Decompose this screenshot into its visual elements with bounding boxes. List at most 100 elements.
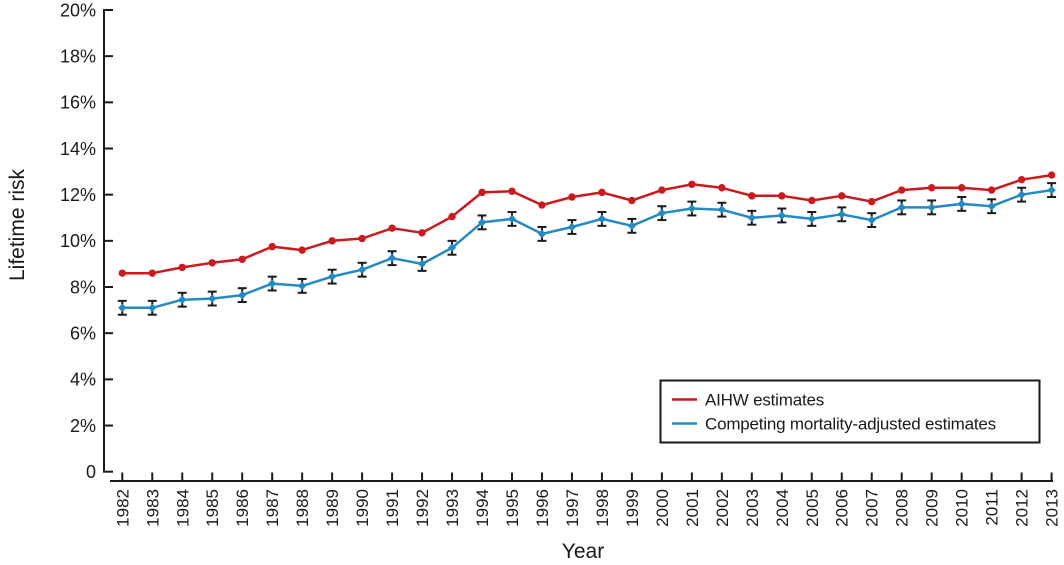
data-point [598,188,606,197]
x-tick-label: 2001 [683,489,702,527]
x-tick-label: 2003 [743,489,762,527]
data-point [418,229,426,237]
x-tick-label: 1986 [233,489,252,527]
data-point [477,218,487,227]
data-point [898,186,906,194]
data-point [447,243,457,253]
data-point [238,290,247,300]
x-tick-label: 1993 [443,489,462,527]
legend-label: AIHW estimates [705,390,824,409]
data-point [508,187,516,195]
x-tick-label: 1998 [593,489,612,527]
x-tick-label: 1982 [113,489,132,527]
data-point [148,303,157,313]
y-tick-label: 14% [60,139,96,159]
series-aihw-estimates [118,171,1056,277]
x-tick-label: 1988 [293,489,312,527]
data-point [538,201,546,209]
data-point [597,214,607,224]
data-point [627,221,637,231]
x-tick-label: 2008 [893,489,912,527]
x-tick-label: 1984 [173,489,192,527]
data-point [778,192,786,200]
data-point [717,205,726,214]
x-tick-label: 2004 [773,489,792,527]
x-axis-title: Year [562,540,604,563]
y-tick-label: 12% [60,185,96,205]
data-point [1017,175,1026,184]
data-point [568,193,576,201]
x-tick-label: 1996 [533,489,552,527]
data-point [268,242,276,251]
data-point [478,188,486,197]
data-point [208,294,217,303]
x-tick-label: 2005 [803,489,822,527]
data-point [987,201,996,211]
x-tick-label: 1994 [473,489,492,527]
data-point [298,281,307,291]
x-tick-label: 2011 [983,489,1002,526]
data-point [747,213,756,223]
data-point [867,215,876,225]
y-axis-title: Lifetime risk [6,168,29,281]
x-tick-label: 2007 [863,489,882,527]
x-tick-label: 2010 [953,489,972,527]
data-point [748,192,756,200]
x-tick-label: 1990 [353,489,372,527]
data-point [957,199,966,209]
y-tick-label: 18% [60,46,96,66]
x-tick-label: 2000 [653,489,672,527]
y-tick-label: 10% [60,231,96,251]
data-point [387,253,397,263]
series-line-aihw-estimates [121,173,1053,275]
x-tick-label: 1995 [503,489,522,527]
legend-entry: Competing mortality-adjusted estimates [672,414,996,433]
data-point [388,224,396,232]
data-point [807,214,816,224]
data-point [658,186,666,194]
data-point [868,197,876,206]
data-point [837,210,846,219]
data-point [628,196,636,205]
legend: AIHW estimates Competing mortality-adjust… [659,379,1041,444]
data-point [448,212,456,221]
data-point [1047,185,1056,195]
data-point [567,222,577,232]
x-tick-label: 1989 [323,489,342,527]
data-point [688,180,696,188]
data-point [148,269,156,277]
data-point [927,184,936,192]
data-point [208,259,216,267]
data-point [687,204,696,213]
x-tick-label: 2012 [1013,489,1032,527]
data-point [897,203,906,212]
series-competing-mortality-adjusted-estimates [117,182,1057,316]
y-tick-label: 6% [70,323,96,343]
data-point [298,246,306,254]
x-tick-label: 1992 [413,489,432,527]
y-tick-label: 8% [70,277,96,297]
x-tick-label: 1991 [383,489,402,527]
data-point [238,255,246,264]
data-point [1017,190,1026,199]
data-point [657,208,666,218]
x-tick-label: 1997 [563,489,582,527]
data-point [777,211,786,220]
data-point [328,272,337,281]
x-tick-label: 1983 [143,489,162,527]
legend-entry: AIHW estimates [672,390,824,409]
x-tick-label: 2002 [713,489,732,527]
series-line-competing-mortality-adjusted-estimates [121,188,1053,310]
data-point [718,184,726,192]
data-point [537,229,547,239]
data-point [358,265,367,275]
x-tick-label: 1999 [623,489,642,527]
y-tick-label: 20% [60,0,96,20]
legend-box [659,379,1041,444]
x-tick-label: 1987 [263,489,282,527]
x-tick-label: 2009 [923,489,942,527]
data-point [417,259,427,269]
y-tick-label: 16% [60,93,96,113]
